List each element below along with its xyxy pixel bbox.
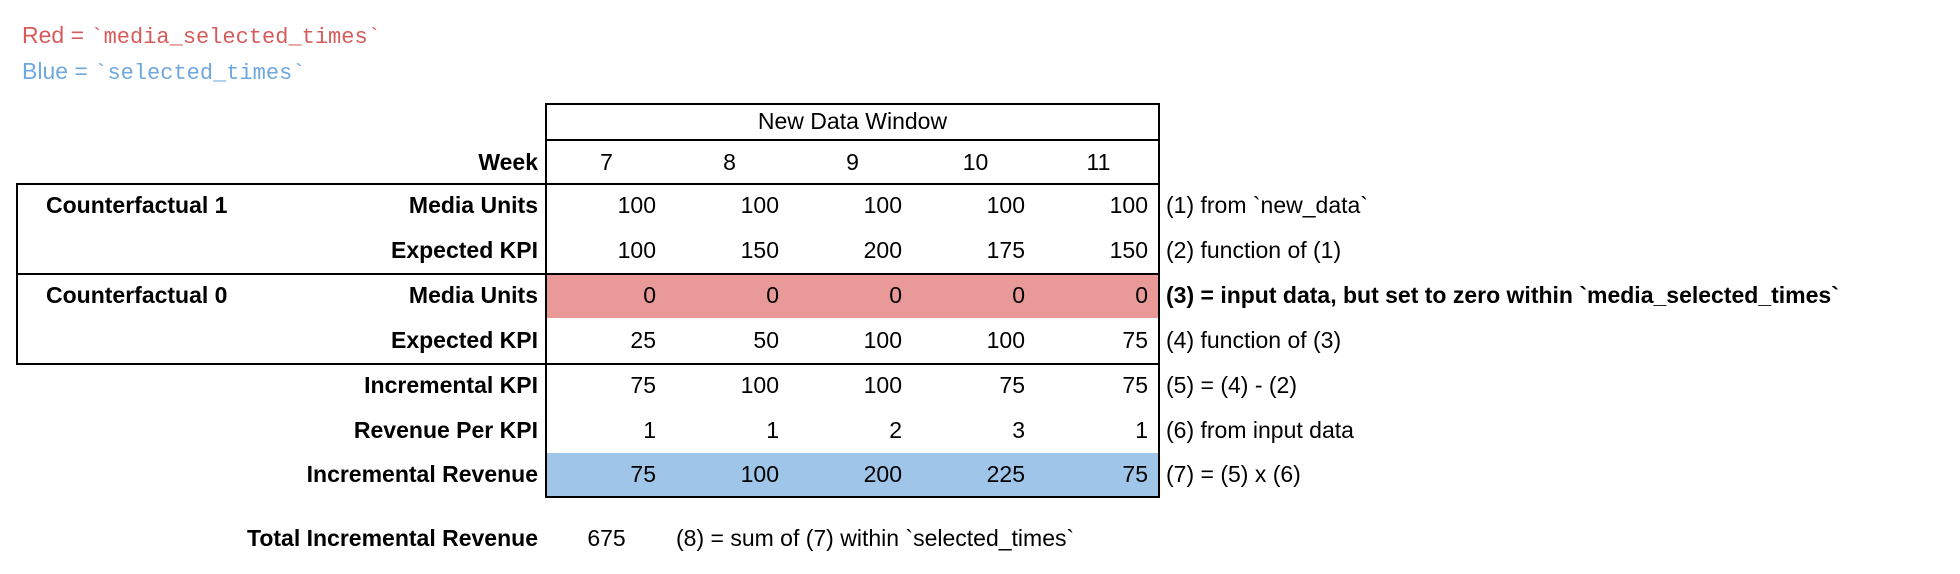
row-annotation: (5) = (4) - (2) (1166, 372, 1297, 398)
table-row-expected-kpi-cf1: Expected KPI 100 150 200 175 150 (2) fun… (0, 228, 1960, 273)
counterfactual0-bottom-line (16, 363, 1160, 365)
week-row: Week 7 8 9 10 11 (0, 141, 1960, 183)
row-annotation: (3) = input data, but set to zero within… (1166, 282, 1839, 308)
table-row-expected-kpi-cf0: Expected KPI 25 50 100 100 75 (4) functi… (0, 318, 1960, 363)
value-cell: 100 (986, 327, 1025, 353)
value-cell: 0 (643, 282, 656, 308)
total-label: Total Incremental Revenue (247, 525, 538, 551)
legend-red-line: Red = `media_selected_times` (22, 18, 381, 52)
row-label: Incremental KPI (364, 372, 538, 398)
value-cell: 2 (889, 417, 902, 443)
value-cell: 0 (766, 282, 779, 308)
new-data-window-header: New Data Window (757, 108, 948, 134)
table-row-revenue-per-kpi: Revenue Per KPI 1 1 2 3 1 (6) from input… (0, 408, 1960, 453)
value-cell: 100 (617, 192, 656, 218)
total-annotation: (8) = sum of (7) within `selected_times` (676, 525, 1075, 551)
value-cell: 100 (1109, 192, 1148, 218)
value-cell: 1 (1135, 417, 1148, 443)
value-cell: 100 (863, 372, 902, 398)
value-cell: 1 (766, 417, 779, 443)
value-cell: 75 (630, 372, 656, 398)
week-value: 11 (1086, 149, 1111, 175)
legend-blue-code: `selected_times` (94, 61, 306, 86)
value-cell: 1 (643, 417, 656, 443)
legend-blue-label: Blue = (22, 58, 88, 84)
value-cell: 100 (740, 461, 779, 487)
value-cell: 200 (863, 461, 902, 487)
week-label: Week (478, 149, 538, 175)
value-cell: 75 (1122, 372, 1148, 398)
row-label: Media Units (408, 192, 538, 218)
value-cell: 100 (863, 327, 902, 353)
row-annotation: (2) function of (1) (1166, 237, 1342, 263)
row-annotation: (7) = (5) x (6) (1166, 461, 1301, 487)
data-window-border (545, 103, 1160, 498)
counterfactual1-top-line (16, 183, 1160, 185)
total-value: 675 (587, 525, 626, 551)
week-value: 7 (600, 149, 613, 175)
value-cell: 75 (1122, 461, 1148, 487)
value-cell: 0 (1012, 282, 1025, 308)
value-cell: 150 (1109, 237, 1148, 263)
value-cell: 25 (630, 327, 656, 353)
table-row-media-units-cf0: Counterfactual 0 Media Units 0 0 0 0 0 (… (0, 273, 1960, 318)
group-box-left-line (16, 183, 18, 365)
total-row: Total Incremental Revenue 675 (8) = sum … (0, 518, 1960, 558)
group-label-counterfactual-1: Counterfactual 1 (46, 192, 228, 218)
value-cell: 75 (1122, 327, 1148, 353)
value-cell: 75 (630, 461, 656, 487)
value-cell: 200 (863, 237, 902, 263)
row-label: Expected KPI (391, 237, 538, 263)
value-cell: 3 (1012, 417, 1025, 443)
row-annotation: (6) from input data (1166, 417, 1354, 443)
counterfactual0-top-line (16, 273, 1160, 275)
row-annotation: (1) from `new_data` (1166, 192, 1368, 218)
value-cell: 225 (986, 461, 1025, 487)
value-cell: 0 (1135, 282, 1148, 308)
media-selected-times-highlight (547, 275, 1158, 318)
legend-red-label: Red = (22, 22, 85, 48)
value-cell: 100 (740, 192, 779, 218)
value-cell: 0 (889, 282, 902, 308)
week-value: 8 (723, 149, 736, 175)
table-row-incremental-revenue: Incremental Revenue 75 100 200 225 75 (7… (0, 453, 1960, 496)
table-row-incremental-kpi: Incremental KPI 75 100 100 75 75 (5) = (… (0, 363, 1960, 408)
week-value: 10 (962, 149, 989, 175)
table-row-media-units-cf1: Counterfactual 1 Media Units 100 100 100… (0, 183, 1960, 228)
value-cell: 100 (740, 372, 779, 398)
group-label-counterfactual-0: Counterfactual 0 (46, 282, 228, 308)
value-cell: 100 (986, 192, 1025, 218)
value-cell: 100 (863, 192, 902, 218)
header-separator-line (545, 139, 1160, 141)
week-value: 9 (846, 149, 859, 175)
row-label: Incremental Revenue (306, 461, 538, 487)
row-annotation: (4) function of (3) (1166, 327, 1342, 353)
value-cell: 150 (740, 237, 779, 263)
value-cell: 100 (617, 237, 656, 263)
value-cell: 175 (986, 237, 1025, 263)
value-cell: 50 (753, 327, 779, 353)
row-label: Revenue Per KPI (353, 417, 538, 443)
row-label: Media Units (408, 282, 538, 308)
legend-red-code: `media_selected_times` (90, 25, 381, 50)
selected-times-highlight (547, 453, 1158, 496)
row-label: Expected KPI (391, 327, 538, 353)
legend-blue-line: Blue = `selected_times` (22, 54, 305, 88)
value-cell: 75 (999, 372, 1025, 398)
